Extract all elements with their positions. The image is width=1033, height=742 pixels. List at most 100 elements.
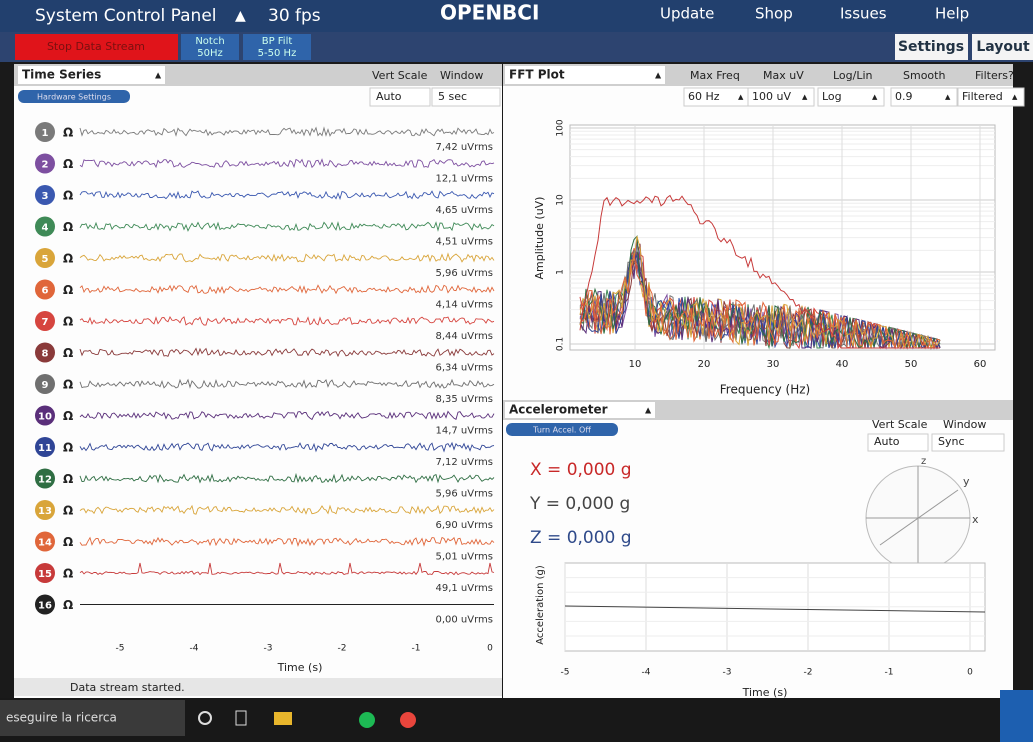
menu-item[interactable]: Issues [840,5,887,23]
taskbar-icon[interactable] [359,712,375,728]
axis-line [879,489,959,546]
accel-reading: Y = 0,000 g [529,494,630,514]
axis-name: y [963,475,970,488]
dropdown-value: 0.9 [895,90,913,103]
impedance-icon[interactable]: Ω [63,220,73,234]
impedance-icon[interactable]: Ω [63,409,73,423]
x-tick-label: 30 [767,359,780,370]
notch-label: Notch [195,36,224,47]
taskbar-icon[interactable] [274,712,292,725]
dropdown-arrow: ▲ [945,93,951,101]
taskbar-icon[interactable] [198,711,212,725]
dropdown[interactable] [867,433,929,452]
impedance-icon[interactable]: Ω [63,189,73,203]
axis-label: Frequency (Hz) [720,383,811,397]
dropdown-arrow: ▲ [738,93,744,101]
eeg-trace [79,378,495,389]
dropdown-arrow: ▲ [155,71,162,80]
dropdown[interactable] [817,87,885,107]
arrow[interactable]: ▲ [235,8,246,24]
x-tick-label: -4 [642,668,651,678]
impedance-icon[interactable]: Ω [63,567,73,581]
dropdown-value: 100 uV [752,90,791,103]
dropdown[interactable] [890,87,958,107]
channel-badge[interactable] [35,342,55,363]
channel-badge[interactable] [35,279,55,300]
layout-button[interactable] [972,34,1033,60]
notch-button[interactable] [181,34,239,60]
impedance-icon[interactable]: Ω [63,346,73,360]
impedance-icon[interactable]: Ω [63,126,73,140]
taskbar-icon[interactable] [400,712,416,728]
impedance-icon[interactable]: Ω [63,157,73,171]
taskbar-icon[interactable] [235,710,247,726]
channel-badge[interactable] [35,563,55,583]
widget-select[interactable] [505,402,655,418]
channel-badge[interactable] [35,594,55,615]
impedance-icon[interactable]: Ω [63,535,73,549]
eeg-trace [79,562,495,576]
search-box[interactable] [0,700,185,736]
channel-badge[interactable] [35,216,55,237]
label: Window [943,418,986,431]
label: Vert Scale [372,69,428,82]
channel-badge[interactable] [35,500,55,520]
y-tick-label: 100 [556,119,566,136]
x-tick-label: -4 [190,644,199,654]
x-tick-label: -5 [116,644,125,654]
channel-badge[interactable] [35,405,55,426]
panel-title: FFT Plot [509,68,565,82]
menu-item[interactable]: Shop [755,5,793,23]
widget-select[interactable] [505,66,665,84]
eeg-trace [79,347,495,358]
settings-button[interactable] [895,34,968,60]
dropdown[interactable] [957,87,1025,107]
status-bar [14,678,502,696]
impedance-icon[interactable]: Ω [63,378,73,392]
x-tick-label: 10 [629,359,642,370]
menu-item[interactable]: Update [660,5,714,23]
impedance-icon[interactable]: Ω [63,315,73,329]
channel-number: 12 [38,475,52,486]
dropdown-arrow: ▲ [645,406,652,415]
hardware-settings-button[interactable] [18,90,130,103]
eeg-trace [79,472,495,484]
channel-badge[interactable] [35,122,55,142]
control-label: Log/Lin [833,69,873,82]
impedance-icon[interactable]: Ω [63,252,73,266]
channel-rms: 8,44 uVrms [435,331,493,342]
channel-badge[interactable] [35,374,55,394]
accel-reading: Z = 0,000 g [530,528,632,548]
impedance-icon[interactable]: Ω [63,441,73,455]
channel-badge[interactable] [35,153,55,174]
y-tick-label: 10 [556,194,566,206]
eeg-trace [79,221,495,232]
dropdown[interactable] [431,87,501,107]
impedance-icon[interactable]: Ω [63,283,73,297]
impedance-icon[interactable]: Ω [63,598,73,612]
channel-badge[interactable] [35,311,55,331]
channel-rms: 8,35 uVrms [435,394,493,405]
bp-button[interactable] [243,34,311,60]
channel-number: 16 [38,601,52,612]
channel-badge[interactable] [35,531,55,552]
impedance-icon[interactable]: Ω [63,472,73,486]
stop-button[interactable] [15,34,178,60]
widget-select[interactable] [18,66,165,84]
channel-badge[interactable] [35,248,55,268]
top-bar [0,0,1033,32]
x-tick-label: 0 [487,644,493,654]
accel-toggle[interactable] [506,423,618,436]
channel-badge[interactable] [35,468,55,489]
dropdown[interactable] [931,433,1005,452]
channel-rms: 5,96 uVrms [435,268,493,279]
axis-label: Amplitude (uV) [533,197,546,280]
channel-badge[interactable] [35,185,55,205]
impedance-icon[interactable]: Ω [63,504,73,518]
x-tick-label: -3 [264,644,273,654]
dropdown[interactable] [747,87,815,107]
menu-item[interactable]: Help [935,5,969,23]
channel-badge[interactable] [35,437,55,457]
dropdown[interactable] [369,87,431,107]
